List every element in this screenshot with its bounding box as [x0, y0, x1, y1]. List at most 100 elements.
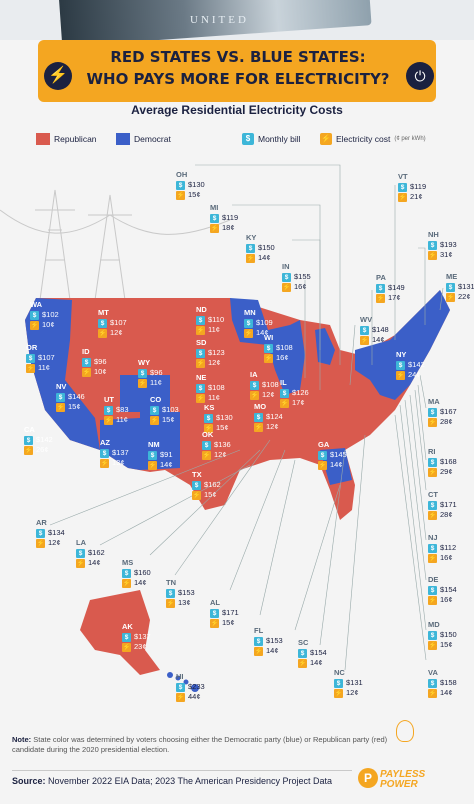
dollar-icon: $ [196, 315, 205, 325]
monthly-bill-value: $233 [188, 682, 205, 691]
monthly-bill-value: $146 [68, 392, 85, 401]
lightning-icon: ⚡ [280, 398, 289, 408]
state-label-ia: IA $ $108 ⚡ 12¢ [250, 370, 279, 400]
monthly-bill-value: $142 [408, 360, 425, 369]
electricity-cost-value: 15¢ [222, 618, 235, 627]
monthly-bill-value: $110 [208, 315, 225, 324]
monthly-bill-value: $137 [112, 448, 129, 457]
state-abbr: MS [122, 558, 134, 567]
electricity-cost-value: 14¢ [258, 253, 271, 262]
monthly-bill-value: $124 [266, 412, 283, 421]
state-abbr: CA [24, 425, 35, 434]
bill-row: $ $126 [280, 388, 309, 398]
state-label-in: IN $ $155 ⚡ 16¢ [282, 262, 311, 292]
cost-row: ⚡ 12¢ [250, 390, 279, 400]
monthly-bill-value: $108 [276, 343, 293, 352]
bill-row: $ $149 [376, 283, 405, 293]
lightning-icon: ⚡ [376, 293, 385, 303]
lightning-icon: ⚡ [76, 558, 85, 568]
cost-row: ⚡ 12¢ [254, 422, 283, 432]
state-abbr: MA [428, 397, 440, 406]
monthly-bill-value: $154 [440, 585, 457, 594]
lightning-icon: ⚡ [100, 458, 109, 468]
dollar-icon: $ [398, 182, 407, 192]
electricity-cost-value: 14¢ [266, 646, 279, 655]
dollar-icon: $ [196, 383, 205, 393]
lightning-icon: ⚡ [446, 292, 455, 302]
electricity-cost-value: 24¢ [408, 370, 421, 379]
state-abbr: CO [150, 395, 162, 404]
state-abbr: OH [176, 170, 188, 179]
monthly-bill-value: $142 [36, 435, 53, 444]
cost-row: ⚡ 17¢ [376, 293, 405, 303]
state-label-ct: CT $ $171 ⚡ 28¢ [428, 490, 457, 520]
bill-row: $ $150 [428, 630, 457, 640]
cost-row: ⚡ 14¢ [318, 460, 347, 470]
dollar-icon: $ [36, 528, 45, 538]
lightning-icon: ⚡ [202, 450, 211, 460]
monthly-bill-value: $96 [150, 368, 163, 377]
monthly-bill-value: $153 [266, 636, 283, 645]
power-tower-icon [0, 189, 231, 301]
state-abbr: FL [254, 626, 264, 635]
dollar-icon: $ [428, 240, 437, 250]
lightning-icon: ⚡ [428, 510, 437, 520]
monthly-bill-value: $153 [178, 588, 195, 597]
monthly-bill-value: $162 [88, 548, 105, 557]
bill-row: $ $109 [244, 318, 273, 328]
dollar-icon: $ [210, 608, 219, 618]
dollar-icon: $ [56, 392, 65, 402]
state-abbr: NC [334, 668, 345, 677]
lightning-icon: ⚡ [122, 578, 131, 588]
cost-row: ⚡ 23¢ [122, 642, 151, 652]
monthly-bill-value: $108 [208, 383, 225, 392]
lightning-icon: ⚡ [192, 490, 201, 500]
dollar-icon: $ [264, 343, 273, 353]
bill-row: $ $160 [122, 568, 151, 578]
state-label-nj: NJ $ $112 ⚡ 16¢ [428, 533, 456, 563]
dollar-icon: $ [202, 440, 211, 450]
state-label-fl: FL $ $153 ⚡ 14¢ [254, 626, 283, 656]
bill-row: $ $102 [30, 310, 59, 320]
state-label-al: AL $ $171 ⚡ 15¢ [210, 598, 239, 628]
dollar-icon: $ [210, 213, 219, 223]
dollar-icon: $ [282, 272, 291, 282]
lightning-icon: ⚡ [264, 353, 273, 363]
cost-row: ⚡ 21¢ [398, 192, 426, 202]
cost-row: ⚡ 17¢ [280, 398, 309, 408]
cost-row: ⚡ 15¢ [204, 423, 233, 433]
bill-row: $ $155 [282, 272, 311, 282]
cost-row: ⚡ 14¢ [244, 328, 273, 338]
state-abbr: TN [166, 578, 176, 587]
electricity-cost-value: 11¢ [208, 393, 220, 402]
electricity-cost-value: 23¢ [134, 642, 147, 651]
lightning-icon: ⚡ [398, 192, 407, 202]
state-abbr: PA [376, 273, 386, 282]
monthly-bill-value: $154 [310, 648, 327, 657]
monthly-bill-value: $108 [262, 380, 279, 389]
electricity-cost-value: 14¢ [88, 558, 101, 567]
dollar-icon: $ [318, 450, 327, 460]
lightning-icon: ⚡ [428, 467, 437, 477]
electricity-cost-value: 14¢ [160, 460, 173, 469]
state-label-pa: PA $ $149 ⚡ 17¢ [376, 273, 405, 303]
state-abbr: NM [148, 440, 160, 449]
bill-row: $ $123 [196, 348, 225, 358]
bill-row: $ $108 [250, 380, 279, 390]
monthly-bill-value: $148 [372, 325, 389, 334]
lightning-icon: ⚡ [196, 325, 205, 335]
state-label-va: VA $ $158 ⚡ 14¢ [428, 668, 457, 698]
bill-row: $ $134 [36, 528, 65, 538]
state-abbr: SC [298, 638, 309, 647]
dollar-icon: $ [376, 283, 385, 293]
dollar-icon: $ [280, 388, 289, 398]
electricity-cost-value: 12¢ [208, 358, 221, 367]
divider [12, 770, 352, 771]
electricity-cost-value: 11¢ [150, 378, 162, 387]
cost-row: ⚡ 14¢ [254, 646, 283, 656]
state-abbr: WA [30, 300, 43, 309]
state-abbr: WY [138, 358, 151, 367]
state-label-mn: MN $ $109 ⚡ 14¢ [244, 308, 273, 338]
electricity-cost-value: 13¢ [178, 598, 191, 607]
cost-row: ⚡ 15¢ [210, 618, 239, 628]
